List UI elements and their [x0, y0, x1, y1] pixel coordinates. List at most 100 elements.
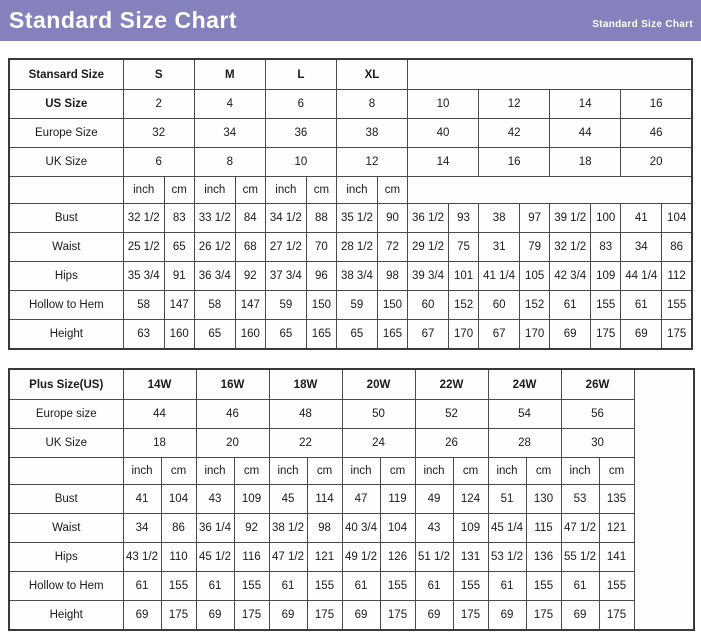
row-label-cell: Europe size [8, 399, 124, 429]
size-value-cell: 18 [122, 428, 197, 458]
size-value-cell: 38 [335, 118, 409, 148]
size-value-cell: 10 [264, 147, 337, 177]
size-value-cell: 12 [335, 147, 409, 177]
size-value-cell: 10 [406, 89, 480, 119]
size-value-cell: 42 [478, 118, 551, 148]
measurement-inch-cell: 53 1/2 [487, 542, 527, 572]
table-row: Europe Size 32 34 36 38 40 42 44 46 [8, 118, 693, 148]
measurement-cm-cell: 175 [525, 600, 562, 631]
measurement-cm-cell: 150 [376, 290, 409, 320]
unit-cm-header: cm [233, 457, 270, 485]
measurement-cm-cell: 175 [598, 600, 635, 631]
measurement-row: Bust 41 104 43 109 45 114 47 119 49 124 51 130 53 135 [8, 484, 694, 514]
measurement-cm-cell: 152 [448, 290, 480, 320]
measurement-inch-cell: 65 [193, 319, 236, 350]
measurement-inch-cell: 29 1/2 [406, 232, 450, 262]
unit-cm-header: cm [376, 176, 409, 204]
unit-cm-header: cm [234, 176, 266, 204]
empty-tail-cell [633, 457, 694, 485]
size-value-cell: 50 [341, 399, 416, 429]
measurement-cm-cell: 175 [233, 600, 270, 631]
size-value-cell: 20 [620, 147, 693, 177]
measurement-cm-cell: 155 [160, 571, 197, 601]
unit-inch-header: inch [341, 457, 381, 485]
measurement-inch-cell: 38 3/4 [335, 261, 378, 291]
measurement-cm-cell: 155 [452, 571, 489, 601]
measurement-cm-cell: 93 [448, 203, 480, 233]
plus-size-table: Plus Size(US) 14W 16W 18W 20W 22W 24W 26W Europe… [8, 368, 695, 631]
measurement-label-cell: Height [8, 600, 124, 631]
corner-label-cell: Plus Size(US) [8, 368, 124, 400]
measurement-cm-cell: 70 [305, 232, 337, 262]
measurement-cm-cell: 109 [590, 261, 622, 291]
standard-size-table: Stansard Size S M L XL US Size 2 4 6 8 10 12 14 16 Eur… [8, 58, 693, 350]
measurement-inch-cell: 61 [487, 571, 527, 601]
size-group-header: L [264, 58, 337, 90]
measurement-inch-cell: 61 [549, 290, 592, 320]
measurement-label-cell: Bust [8, 203, 124, 233]
size-value-cell: 8 [335, 89, 409, 119]
measurement-cm-cell: 175 [306, 600, 343, 631]
measurement-cm-cell: 170 [448, 319, 480, 350]
measurement-cm-cell: 175 [452, 600, 489, 631]
measurement-inch-cell: 45 [268, 484, 308, 514]
size-value-cell: 32 [122, 118, 195, 148]
measurement-cm-cell: 136 [525, 542, 562, 572]
measurement-inch-cell: 43 1/2 [122, 542, 162, 572]
page-title: Standard Size Chart [9, 6, 238, 33]
size-value-cell: 36 [264, 118, 337, 148]
measurement-inch-cell: 43 [414, 513, 454, 543]
size-value-cell: 14 [406, 147, 480, 177]
measurement-cm-cell: 175 [160, 600, 197, 631]
table-row: Europe size 44 46 48 50 52 54 56 [8, 399, 694, 429]
table-row: US Size 2 4 6 8 10 12 14 16 [8, 89, 693, 119]
measurement-inch-cell: 39 1/2 [549, 203, 592, 233]
measurement-cm-cell: 175 [379, 600, 416, 631]
measurement-inch-cell: 69 [268, 600, 308, 631]
measurement-cm-cell: 152 [519, 290, 551, 320]
measurement-cm-cell: 124 [452, 484, 489, 514]
measurement-cm-cell: 175 [661, 319, 693, 350]
unit-cm-header: cm [306, 457, 343, 485]
measurement-inch-cell: 34 [122, 513, 162, 543]
measurement-inch-cell: 63 [122, 319, 165, 350]
size-group-header: 14W [122, 368, 197, 400]
plus-size-table-wrapper: Plus Size(US) 14W 16W 18W 20W 22W 24W 26W Europe… [8, 368, 695, 631]
measurement-cm-cell: 175 [590, 319, 622, 350]
measurement-inch-cell: 40 3/4 [341, 513, 381, 543]
measurement-inch-cell: 38 [478, 203, 521, 233]
unit-inch-header: inch [560, 457, 600, 485]
size-group-header: M [193, 58, 266, 90]
size-value-cell: 52 [414, 399, 489, 429]
unit-cm-header: cm [452, 457, 489, 485]
page-banner: Standard Size Chart Standard Size Chart [0, 0, 701, 41]
table-header-row: Stansard Size S M L XL [8, 58, 692, 90]
size-value-cell: 20 [195, 428, 270, 458]
measurement-label-cell: Height [8, 319, 124, 350]
measurement-cm-cell: 114 [306, 484, 343, 514]
size-value-cell: 22 [268, 428, 343, 458]
measurement-inch-cell: 36 3/4 [193, 261, 236, 291]
measurement-cm-cell: 131 [452, 542, 489, 572]
measurement-inch-cell: 58 [193, 290, 236, 320]
row-label-cell: US Size [8, 89, 124, 119]
measurement-inch-cell: 51 1/2 [414, 542, 454, 572]
measurement-cm-cell: 101 [448, 261, 480, 291]
size-value-cell: 56 [560, 399, 635, 429]
standard-size-table-wrapper: Stansard Size S M L XL US Size 2 4 6 8 10 12 14 16 Eur… [8, 58, 693, 350]
unit-cm-header: cm [525, 457, 562, 485]
unit-cm-header: cm [163, 176, 195, 204]
measurement-cm-cell: 116 [233, 542, 270, 572]
measurement-cm-cell: 92 [233, 513, 270, 543]
size-value-cell: 6 [264, 89, 337, 119]
measurement-inch-cell: 69 [487, 600, 527, 631]
measurement-cm-cell: 91 [163, 261, 195, 291]
measurement-inch-cell: 47 1/2 [560, 513, 600, 543]
measurement-inch-cell: 32 1/2 [549, 232, 592, 262]
measurement-row: Bust 32 1/2 83 33 1/2 84 34 1/2 88 35 1/2 90 36 1… [8, 203, 693, 233]
measurement-inch-cell: 35 1/2 [335, 203, 378, 233]
unit-inch-header: inch [122, 457, 162, 485]
measurement-inch-cell: 27 1/2 [264, 232, 307, 262]
measurement-cm-cell: 90 [376, 203, 409, 233]
measurement-inch-cell: 69 [620, 319, 663, 350]
